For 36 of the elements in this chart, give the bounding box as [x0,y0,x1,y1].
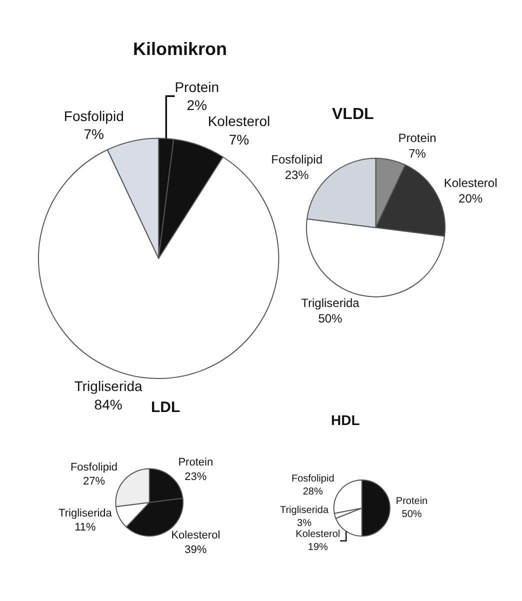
data-label: 19% [308,542,328,553]
slice-label: Kolesterol [171,530,220,542]
chart-title: Kilomikron [133,39,228,59]
slice-label: Kolesterol [296,528,340,540]
data-label: 27% [82,476,106,488]
slice-label: Trigliserida [74,378,143,394]
slice-label: Trigliserida [280,504,329,516]
data-label: 11% [74,522,96,534]
data-label: 50% [318,312,343,326]
data-label: 23% [284,168,310,182]
data-label: 2% [186,97,207,114]
data-label: 7% [408,146,426,161]
data-label: 28% [302,486,323,498]
data-label: 50% [402,509,422,520]
chart-title: VLDL [332,106,374,123]
slice-label: Fosfolipid [64,108,124,124]
slice-label: Protein [398,131,436,146]
slice-label: Protein [174,78,220,95]
data-label: 23% [184,470,207,483]
slice-label: Protein [396,496,428,508]
slice-label: Trigliserida [58,507,113,520]
data-label: 3% [297,518,312,529]
slice-label: Fosfolipid [70,461,118,474]
slice-label: Protein [178,456,214,469]
data-label: 20% [458,192,483,206]
chart-title: LDL [151,399,180,416]
slice-label: Fosfolipid [271,152,323,166]
data-label: 7% [84,126,104,142]
slice-label: Kolesterol [208,113,270,130]
data-label: 7% [228,131,250,148]
data-label: 39% [184,544,207,556]
data-label: 84% [94,396,122,412]
slice-label: Trigliserida [301,296,360,310]
slice-label: Fosfolipid [291,473,334,484]
slice-label: Kolesterol [444,176,498,190]
chart-title: HDL [331,412,360,428]
